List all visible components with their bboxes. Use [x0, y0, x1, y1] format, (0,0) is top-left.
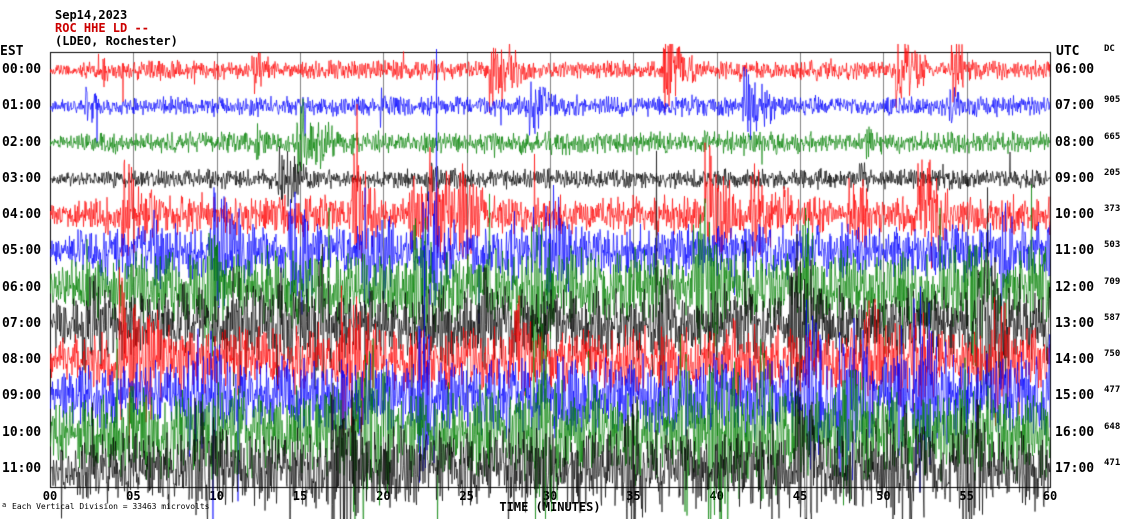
dc-offset-value: 750	[1104, 349, 1121, 360]
est-time-label: 01:00	[2, 98, 42, 114]
utc-time-label: 08:00	[1055, 134, 1095, 150]
x-tick-label: 45	[792, 489, 808, 503]
x-tick-label: 05	[126, 489, 141, 503]
est-time-label: 00:00	[2, 62, 42, 78]
corner-mark: a	[2, 501, 7, 509]
x-tick-label: 55	[959, 489, 974, 503]
utc-time-label: 14:00	[1055, 352, 1095, 368]
dc-offset-value: 503	[1104, 240, 1121, 251]
dc-offset-value: 471	[1104, 457, 1121, 468]
est-time-label: 06:00	[2, 279, 42, 295]
utc-time-label: 17:00	[1055, 460, 1095, 476]
utc-time-label: 10:00	[1055, 207, 1095, 223]
utc-axis-label: UTC	[1056, 44, 1080, 59]
x-tick-label: 60	[1042, 489, 1058, 503]
x-tick-label: 40	[709, 489, 724, 503]
dc-offset-value: 205	[1104, 167, 1121, 178]
dc-offset-value: 905	[1104, 95, 1121, 106]
x-tick-label: 10	[209, 489, 224, 503]
dc-offset-value: 709	[1104, 276, 1121, 287]
x-tick-label: 15	[292, 489, 308, 503]
dc-offset-value: 587	[1104, 312, 1121, 323]
header-station: ROC HHE LD --	[55, 21, 149, 35]
est-time-label: 11:00	[2, 460, 42, 476]
dc-axis-label: DC	[1104, 44, 1115, 54]
dc-offset-value: 665	[1104, 131, 1121, 142]
utc-time-label: 09:00	[1055, 170, 1095, 186]
est-time-label: 07:00	[2, 315, 42, 331]
dc-offset-value: 648	[1104, 421, 1121, 432]
est-time-label: 02:00	[2, 134, 42, 150]
est-axis-label: EST	[0, 44, 24, 59]
est-time-label: 09:00	[2, 388, 42, 404]
utc-time-label: 15:00	[1055, 388, 1095, 404]
dc-offset-value: 477	[1104, 385, 1121, 396]
utc-time-label: 13:00	[1055, 315, 1095, 331]
x-axis-title: TIME (MINUTES)	[499, 500, 601, 514]
utc-time-label: 11:00	[1055, 243, 1095, 259]
utc-time-label: 16:00	[1055, 424, 1095, 440]
x-tick-label: 00	[42, 489, 58, 503]
header-date: Sep14,2023	[55, 8, 128, 22]
utc-time-label: 06:00	[1055, 62, 1095, 78]
x-tick-label: 20	[376, 489, 391, 503]
est-time-label: 08:00	[2, 352, 42, 368]
est-time-label: 04:00	[2, 207, 42, 223]
vertical-division-note: Each Vertical Division = 33463 microvolt…	[12, 502, 210, 511]
header-location: (LDEO, Rochester)	[55, 34, 178, 48]
est-time-label: 03:00	[2, 170, 42, 186]
utc-time-label: 07:00	[1055, 98, 1095, 114]
dc-offset-value: 373	[1104, 204, 1121, 215]
est-time-label: 10:00	[2, 424, 42, 440]
est-time-label: 05:00	[2, 243, 42, 259]
x-tick-label: 50	[876, 489, 891, 503]
utc-time-label: 12:00	[1055, 279, 1095, 295]
